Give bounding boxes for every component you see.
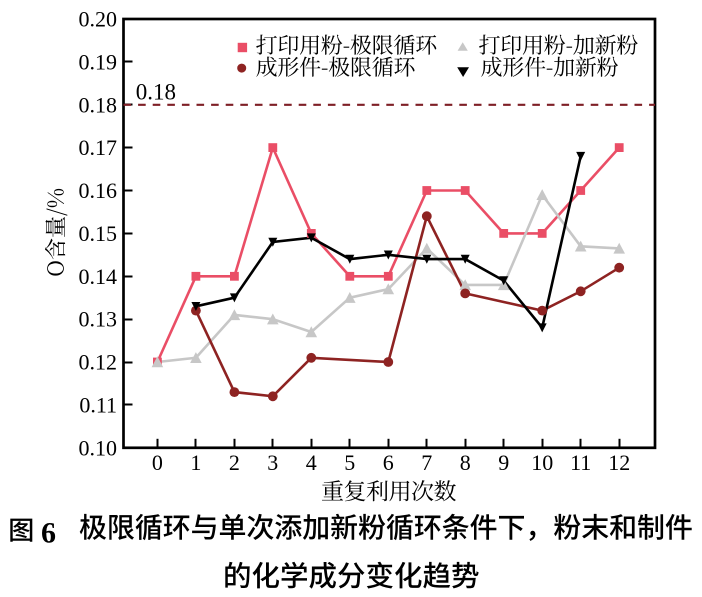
svg-text:5: 5 bbox=[344, 450, 355, 475]
svg-text:12: 12 bbox=[608, 450, 630, 475]
svg-text:0.18: 0.18 bbox=[136, 80, 176, 105]
svg-text:0.12: 0.12 bbox=[79, 350, 118, 375]
svg-text:3: 3 bbox=[267, 450, 278, 475]
svg-text:7: 7 bbox=[421, 450, 432, 475]
svg-text:0.17: 0.17 bbox=[79, 135, 118, 160]
svg-text:10: 10 bbox=[531, 450, 553, 475]
svg-text:0.20: 0.20 bbox=[79, 7, 118, 32]
svg-text:0.19: 0.19 bbox=[79, 49, 118, 74]
svg-text:0.13: 0.13 bbox=[79, 307, 118, 332]
svg-text:6: 6 bbox=[41, 517, 56, 550]
svg-text:9: 9 bbox=[498, 450, 509, 475]
svg-text:0.16: 0.16 bbox=[79, 178, 118, 203]
svg-text:6: 6 bbox=[383, 450, 394, 475]
svg-text:1: 1 bbox=[190, 450, 201, 475]
svg-text:0.18: 0.18 bbox=[79, 92, 118, 117]
svg-text:0.14: 0.14 bbox=[79, 264, 118, 289]
svg-text:8: 8 bbox=[460, 450, 471, 475]
svg-text:0: 0 bbox=[152, 450, 163, 475]
svg-text:11: 11 bbox=[570, 450, 591, 475]
svg-text:4: 4 bbox=[306, 450, 317, 475]
svg-text:0.15: 0.15 bbox=[79, 221, 118, 246]
svg-text:0.10: 0.10 bbox=[79, 435, 118, 460]
svg-text:2: 2 bbox=[229, 450, 240, 475]
svg-text:0.11: 0.11 bbox=[79, 392, 117, 417]
